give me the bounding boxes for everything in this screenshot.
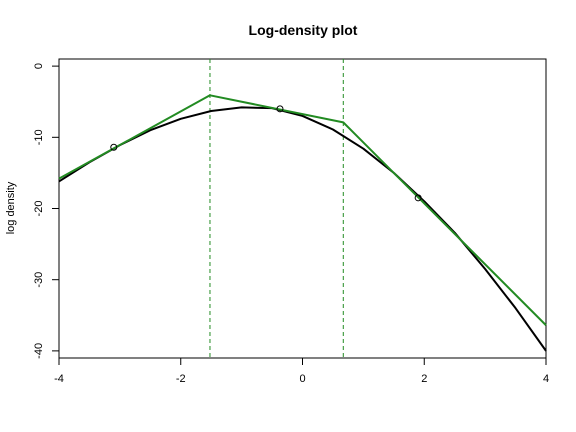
series-layer [58,94,547,352]
x-tick-label: -2 [176,373,186,385]
x-tick-label: -4 [54,373,64,385]
x-tick-label: 2 [421,373,427,385]
y-tick-label: -40 [33,343,45,359]
y-axis: 0 -10 -20 -30 -40 [33,63,60,359]
x-tick-label: 4 [543,373,549,385]
x-axis: -4 -2 0 2 4 [54,357,549,385]
abscissa-point [414,194,422,202]
x-tick-label: 0 [299,373,305,385]
points-layer [110,105,422,202]
tangent-envelope-line [58,94,547,326]
y-tick-label: 0 [33,63,45,69]
abscissa-point [276,105,284,113]
chart-title: Log-density plot [249,22,358,38]
plot-area-frame [58,58,547,359]
abscissa-point [110,143,118,151]
vertical-reference-lines [209,59,344,358]
log-density-curve [58,106,547,352]
y-tick-label: -20 [33,201,45,217]
y-axis-label: log density [5,181,17,234]
y-tick-label: -30 [33,272,45,288]
y-tick-label: -10 [33,129,45,145]
